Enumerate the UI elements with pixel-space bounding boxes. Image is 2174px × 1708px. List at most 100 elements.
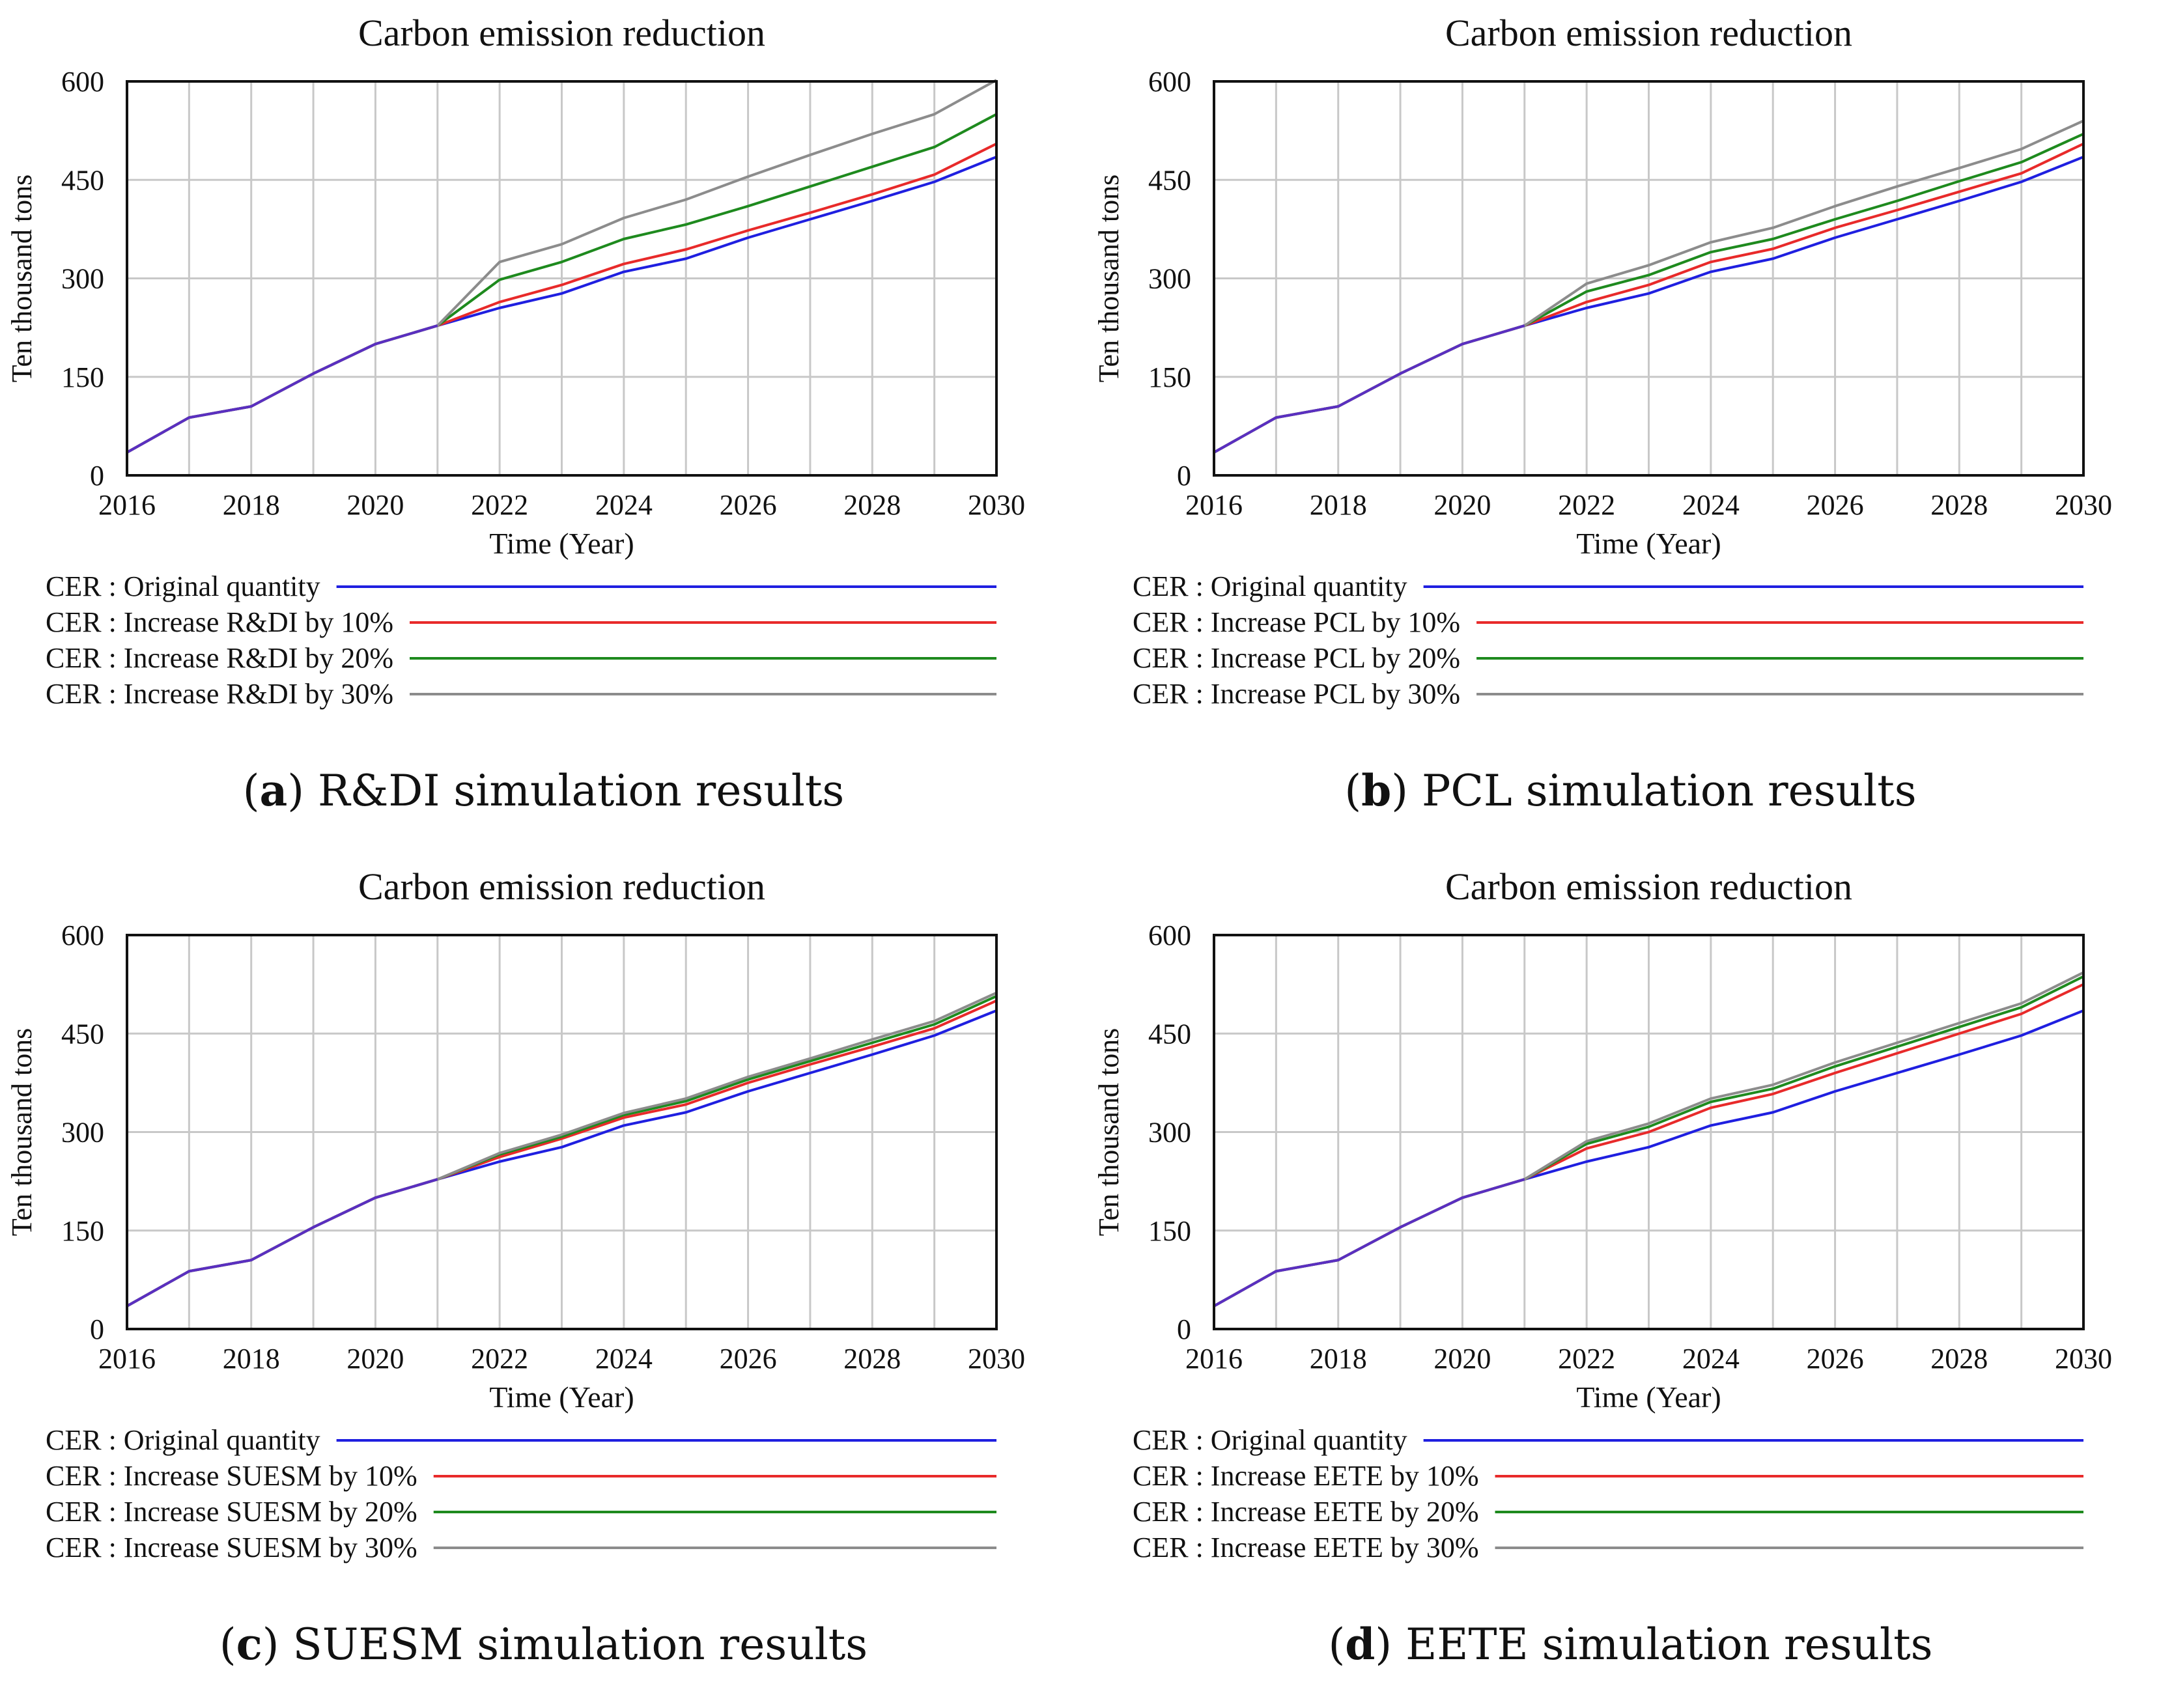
x-axis-label: Time (Year)	[1576, 527, 1721, 560]
x-tick-label: 2018	[223, 489, 280, 521]
x-tick-label: 2016	[1185, 1343, 1243, 1375]
panel-d: Carbon emission reduction 2016 2018 2020 202…	[1087, 854, 2174, 1707]
series-overlap-line	[1213, 324, 1525, 454]
y-tick-label: 450	[61, 1018, 104, 1050]
legend-label-1: CER : Original quantity	[1133, 1424, 1407, 1456]
y-tick-label: 450	[1148, 1018, 1191, 1050]
series-overlap-line	[126, 324, 438, 454]
legend-label-4: CER : Increase R&DI by 30%	[46, 678, 393, 710]
y-axis-label: Ten thousand tons	[1093, 175, 1125, 383]
x-tick-label: 2030	[2055, 1343, 2112, 1375]
legend-label-1: CER : Original quantity	[46, 1424, 320, 1456]
x-tick-label: 2018	[223, 1343, 280, 1375]
x-tick-label: 2026	[720, 489, 777, 521]
legend-label-3: CER : Increase SUESM by 20%	[46, 1496, 417, 1528]
series-overlap-line	[1213, 1178, 1525, 1308]
y-tick-label: 450	[1148, 164, 1191, 196]
y-axis-label: Ten thousand tons	[1093, 1028, 1125, 1237]
x-tick-label: 2018	[1310, 489, 1367, 521]
legend-label-1: CER : Original quantity	[1133, 570, 1407, 602]
panel-b: Carbon emission reduction 2016 2018 2020 202…	[1087, 0, 2174, 854]
x-tick-label: 2030	[2055, 489, 2112, 521]
plot-frame	[1213, 80, 2085, 477]
x-tick-label: 2028	[1930, 489, 1988, 521]
x-tick-label: 2026	[1807, 1343, 1864, 1375]
y-tick-label: 600	[61, 66, 104, 98]
y-tick-label: 600	[1148, 919, 1191, 951]
chart-title: Carbon emission reduction	[1445, 865, 1852, 908]
x-axis-label: Time (Year)	[1576, 1380, 1721, 1414]
legend-label-4: CER : Increase EETE by 30%	[1133, 1532, 1479, 1563]
caption-d: (d) EETE simulation results	[1328, 1619, 1933, 1670]
x-tick-label: 2020	[1433, 1343, 1491, 1375]
y-tick-label: 300	[1148, 1117, 1191, 1149]
x-tick-label: 2024	[1682, 1343, 1740, 1375]
x-tick-label: 2026	[1807, 489, 1864, 521]
legend-label-1: CER : Original quantity	[46, 570, 320, 602]
x-tick-label: 2020	[346, 1343, 404, 1375]
x-tick-label: 2028	[843, 1343, 901, 1375]
y-tick-label: 300	[61, 1117, 104, 1149]
chart-a: Carbon emission reduction 2016 2018 2020 202…	[6, 12, 1025, 710]
y-tick-label: 600	[1148, 66, 1191, 98]
y-tick-label: 0	[1177, 460, 1191, 492]
chart-title: Carbon emission reduction	[1445, 12, 1852, 54]
legend-label-4: CER : Increase PCL by 30%	[1133, 678, 1460, 710]
y-axis-label: Ten thousand tons	[6, 175, 38, 383]
chart-d: Carbon emission reduction 2016 2018 2020 202…	[1093, 865, 2112, 1563]
x-tick-label: 2030	[968, 489, 1025, 521]
y-tick-label: 0	[90, 1313, 104, 1345]
series-overlap-line	[126, 1178, 438, 1308]
y-axis-label: Ten thousand tons	[6, 1028, 38, 1237]
y-tick-label: 450	[61, 164, 104, 196]
legend-label-2: CER : Increase EETE by 10%	[1133, 1460, 1479, 1492]
x-axis-label: Time (Year)	[489, 527, 634, 560]
y-tick-label: 150	[1148, 1215, 1191, 1247]
x-tick-label: 2016	[98, 1343, 156, 1375]
y-tick-label: 600	[61, 919, 104, 951]
x-tick-label: 2028	[843, 489, 901, 521]
panel-c: Carbon emission reduction 2016 2018 2020 202…	[0, 854, 1087, 1707]
caption-b: (b) PCL simulation results	[1344, 765, 1917, 816]
x-tick-label: 2030	[968, 1343, 1025, 1375]
x-tick-label: 2024	[595, 1343, 653, 1375]
x-tick-label: 2022	[471, 1343, 528, 1375]
chart-b: Carbon emission reduction 2016 2018 2020 202…	[1093, 12, 2112, 710]
x-tick-label: 2022	[1558, 489, 1615, 521]
plot-frame	[1213, 934, 2085, 1330]
y-tick-label: 0	[1177, 1313, 1191, 1345]
legend-label-3: CER : Increase R&DI by 20%	[46, 642, 393, 674]
legend-label-3: CER : Increase EETE by 20%	[1133, 1496, 1479, 1528]
legend-label-4: CER : Increase SUESM by 30%	[46, 1532, 417, 1563]
legend-label-3: CER : Increase PCL by 20%	[1133, 642, 1460, 674]
plot-frame	[126, 934, 998, 1330]
chart-title: Carbon emission reduction	[358, 865, 765, 908]
x-tick-label: 2024	[595, 489, 653, 521]
y-tick-label: 300	[1148, 263, 1191, 295]
x-tick-label: 2020	[346, 489, 404, 521]
y-tick-label: 150	[1148, 361, 1191, 393]
legend-label-2: CER : Increase SUESM by 10%	[46, 1460, 417, 1492]
caption-c: (c) SUESM simulation results	[219, 1619, 868, 1670]
y-tick-label: 0	[90, 460, 104, 492]
x-axis-label: Time (Year)	[489, 1380, 634, 1414]
x-tick-label: 2026	[720, 1343, 777, 1375]
chart-title: Carbon emission reduction	[358, 12, 765, 54]
legend-label-2: CER : Increase R&DI by 10%	[46, 606, 393, 638]
y-tick-label: 300	[61, 263, 104, 295]
x-tick-label: 2018	[1310, 1343, 1367, 1375]
x-tick-label: 2024	[1682, 489, 1740, 521]
x-tick-label: 2022	[471, 489, 528, 521]
x-tick-label: 2022	[1558, 1343, 1615, 1375]
legend-label-2: CER : Increase PCL by 10%	[1133, 606, 1460, 638]
y-tick-label: 150	[61, 1215, 104, 1247]
panel-a: Carbon emission reduction 2016 2018 2020 202…	[0, 0, 1087, 854]
caption-a: (a) R&DI simulation results	[242, 765, 845, 816]
y-tick-label: 150	[61, 361, 104, 393]
x-tick-label: 2016	[1185, 489, 1243, 521]
x-tick-label: 2016	[98, 489, 156, 521]
chart-c: Carbon emission reduction 2016 2018 2020 202…	[6, 865, 1025, 1563]
plot-frame	[126, 80, 998, 477]
x-tick-label: 2028	[1930, 1343, 1988, 1375]
x-tick-label: 2020	[1433, 489, 1491, 521]
